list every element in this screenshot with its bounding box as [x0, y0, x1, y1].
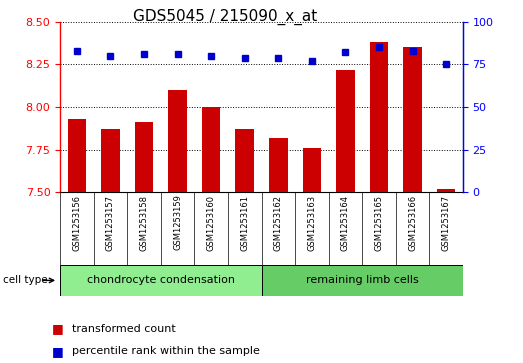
- Text: GSM1253165: GSM1253165: [374, 195, 383, 250]
- Bar: [403, 48, 422, 192]
- Text: percentile rank within the sample: percentile rank within the sample: [72, 346, 260, 356]
- Text: GSM1253161: GSM1253161: [240, 195, 249, 250]
- Bar: [168, 90, 187, 192]
- Text: transformed count: transformed count: [72, 323, 176, 334]
- Text: GSM1253157: GSM1253157: [106, 195, 115, 250]
- Text: GDS5045 / 215090_x_at: GDS5045 / 215090_x_at: [133, 9, 317, 25]
- Text: cell type: cell type: [3, 276, 47, 285]
- Text: GSM1253167: GSM1253167: [441, 195, 451, 251]
- Text: GSM1253163: GSM1253163: [308, 195, 316, 251]
- Bar: [135, 122, 153, 192]
- Bar: [370, 42, 388, 192]
- Bar: [269, 138, 288, 192]
- Text: GSM1253156: GSM1253156: [72, 195, 82, 250]
- Text: GSM1253158: GSM1253158: [140, 195, 149, 250]
- Bar: [101, 129, 120, 192]
- Text: remaining limb cells: remaining limb cells: [306, 276, 418, 285]
- Text: GSM1253160: GSM1253160: [207, 195, 215, 250]
- Text: GSM1253164: GSM1253164: [341, 195, 350, 250]
- Text: GSM1253166: GSM1253166: [408, 195, 417, 251]
- Text: chondrocyte condensation: chondrocyte condensation: [87, 276, 235, 285]
- Bar: [336, 70, 355, 192]
- Bar: [303, 148, 321, 192]
- Text: GSM1253162: GSM1253162: [274, 195, 283, 250]
- Text: ■: ■: [52, 345, 64, 358]
- Bar: [60, 265, 262, 296]
- Bar: [235, 129, 254, 192]
- Bar: [202, 107, 220, 192]
- Text: ■: ■: [52, 322, 64, 335]
- Bar: [437, 189, 456, 192]
- Bar: [262, 265, 463, 296]
- Bar: [67, 119, 86, 192]
- Text: GSM1253159: GSM1253159: [173, 195, 182, 250]
